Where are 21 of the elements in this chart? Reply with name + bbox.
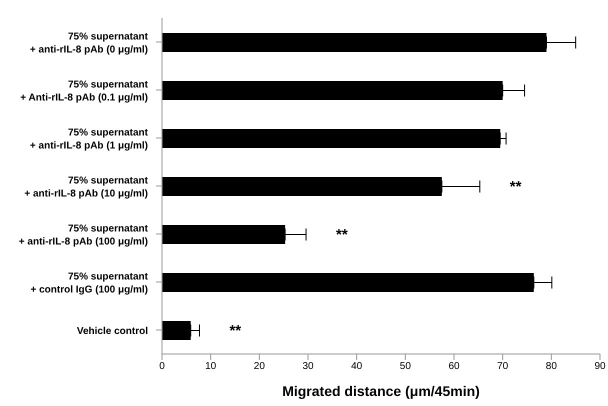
annotation: ** (510, 178, 522, 196)
y-tick-label: 75% supernatant + anti-rIL-8 pAb (0 μg/ml) (30, 32, 149, 56)
x-tick-label: 10 (205, 361, 217, 372)
y-tick-label: 75% supernatant + Anti-rIL-8 pAb (0.1 μg/ml) (20, 80, 149, 104)
x-tick-label: 20 (254, 361, 266, 372)
x-axis-title: Migrated distance (μm/45min) (282, 383, 480, 399)
y-tick-label: 75% supernatant + anti-rIL-8 pAb (10 μg/ml) (24, 176, 149, 200)
x-tick-label: 70 (497, 361, 509, 372)
x-tick-label: 30 (302, 361, 314, 372)
y-tick-label: 75% supernatant + control IgG (100 μg/ml) (30, 272, 149, 296)
y-tick-label: 75% supernatant + anti-rIL-8 pAb (1 μg/ml) (30, 128, 149, 152)
annotation: ** (229, 322, 242, 340)
x-tick-label: 40 (351, 361, 363, 372)
y-tick-label: Vehicle control (76, 326, 148, 337)
x-tick-label: 80 (546, 361, 558, 372)
x-tick-label: 90 (594, 361, 606, 372)
x-tick-label: 60 (448, 361, 460, 372)
annotation: ** (336, 226, 348, 244)
x-tick-label: 50 (400, 361, 412, 372)
x-tick-label: 0 (159, 361, 166, 372)
y-tick-label: 75% supernatant + anti-rIL-8 pAb (100 μg/ml) (18, 224, 149, 248)
